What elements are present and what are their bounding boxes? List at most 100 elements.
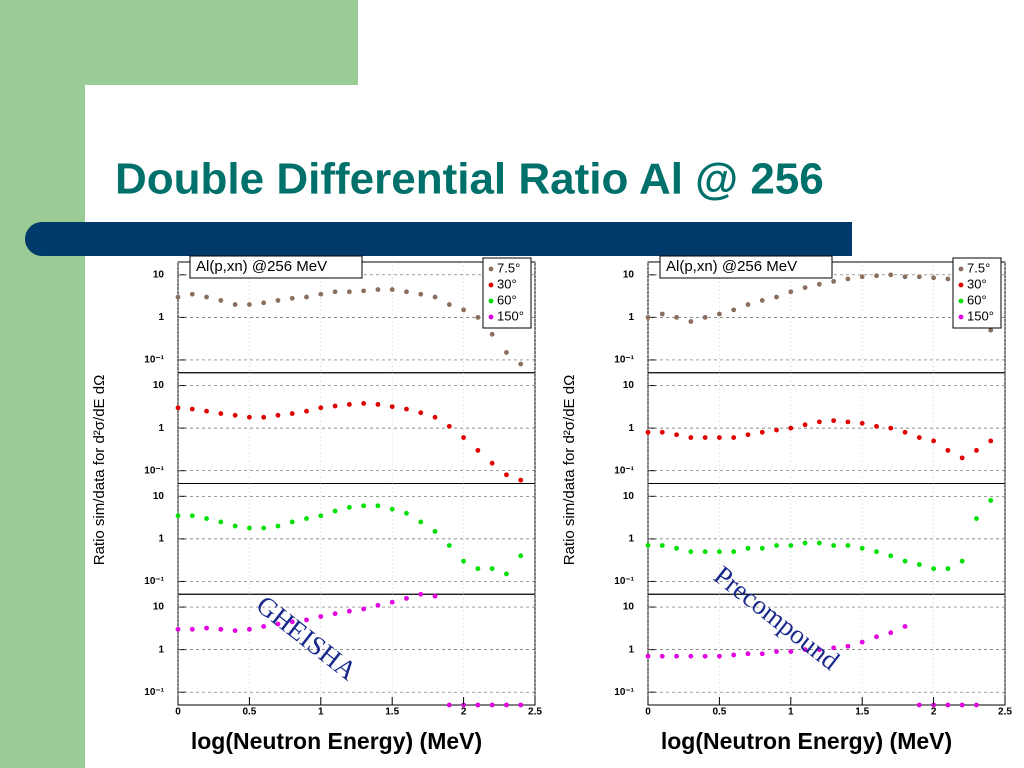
data-point <box>674 653 679 659</box>
data-point <box>518 702 524 708</box>
data-point <box>175 405 181 411</box>
data-point <box>204 516 209 521</box>
y-tick-label: 10⁻¹ <box>144 465 164 476</box>
plot-title: Al(p,xn) @256 MeV <box>196 258 327 275</box>
data-point <box>802 285 808 291</box>
data-point <box>475 447 481 453</box>
data-point <box>247 626 252 632</box>
title-bar <box>25 222 852 256</box>
x-tick-label: 1 <box>788 707 794 718</box>
data-point <box>745 545 751 551</box>
data-point <box>902 274 908 280</box>
data-point <box>175 513 181 519</box>
x-axis-label: log(Neutron Energy) (MeV) <box>661 728 952 754</box>
data-point <box>289 519 295 525</box>
data-point <box>189 406 195 412</box>
data-point <box>731 549 737 555</box>
data-point <box>674 432 679 438</box>
data-point <box>874 634 879 640</box>
data-point <box>189 513 195 519</box>
legend-label: 30° <box>497 276 517 291</box>
y-tick-label: 10 <box>153 602 165 613</box>
data-point <box>489 460 495 466</box>
data-point <box>931 275 936 281</box>
data-point <box>845 276 851 282</box>
data-point <box>931 566 936 572</box>
x-tick-label: 1.5 <box>385 707 399 718</box>
legend-marker <box>488 266 494 272</box>
legend-marker <box>488 298 494 304</box>
data-point <box>945 566 951 572</box>
data-point <box>902 558 908 564</box>
data-point <box>404 289 409 295</box>
y-tick-label: 1 <box>628 534 634 545</box>
y-tick-label: 10⁻¹ <box>614 465 634 476</box>
y-tick-label: 10⁻¹ <box>144 687 164 698</box>
data-point <box>189 626 195 632</box>
data-point <box>489 331 495 337</box>
data-point <box>389 404 395 410</box>
data-point <box>504 472 509 478</box>
data-point <box>247 302 252 307</box>
data-point <box>361 606 367 612</box>
data-point <box>361 288 367 294</box>
data-point <box>475 566 481 572</box>
data-point <box>304 408 309 414</box>
data-point <box>916 274 922 280</box>
data-point <box>504 350 509 355</box>
legend-marker <box>958 314 964 320</box>
legend-label: 60° <box>967 292 987 307</box>
y-tick-label: 10 <box>153 380 165 391</box>
data-point <box>988 498 994 503</box>
data-point <box>702 549 708 555</box>
data-point <box>774 543 779 548</box>
y-tick-label: 10 <box>153 491 165 502</box>
x-tick-label: 0 <box>645 707 651 718</box>
legend-label: 150° <box>967 308 994 323</box>
data-point <box>916 562 922 567</box>
data-point <box>759 429 765 435</box>
data-point <box>745 651 751 657</box>
x-tick-label: 1.5 <box>855 707 869 718</box>
data-point <box>674 314 679 320</box>
data-point <box>289 295 295 301</box>
data-point <box>518 477 524 483</box>
data-point <box>645 314 651 320</box>
data-point <box>916 702 922 708</box>
data-point <box>332 508 338 514</box>
data-point <box>375 402 381 407</box>
data-point <box>902 429 908 435</box>
data-point <box>318 291 324 297</box>
data-point <box>659 653 665 659</box>
side-strip <box>0 0 85 768</box>
data-point <box>275 298 281 303</box>
x-tick-label: 1 <box>318 707 324 718</box>
x-tick-label: 2 <box>461 707 467 718</box>
data-point <box>332 289 338 295</box>
data-point <box>888 425 894 431</box>
data-point <box>688 653 694 659</box>
y-tick-label: 1 <box>628 423 634 434</box>
data-point <box>218 298 224 303</box>
data-point <box>332 403 338 409</box>
data-point <box>232 628 238 633</box>
data-point <box>988 438 994 444</box>
y-tick-label: 1 <box>628 312 634 323</box>
x-tick-label: 2.5 <box>998 707 1012 718</box>
data-point <box>189 291 195 297</box>
data-point <box>816 281 822 287</box>
y-tick-label: 1 <box>158 534 164 545</box>
y-tick-label: 1 <box>158 644 164 655</box>
data-point <box>702 435 708 440</box>
data-point <box>731 307 737 313</box>
data-point <box>289 411 295 416</box>
data-point <box>902 624 908 629</box>
data-point <box>232 523 238 529</box>
data-point <box>816 419 822 425</box>
data-point <box>888 630 894 636</box>
data-point <box>688 319 694 324</box>
data-point <box>346 608 352 614</box>
y-tick-label: 10 <box>623 380 635 391</box>
y-tick-label: 1 <box>158 423 164 434</box>
